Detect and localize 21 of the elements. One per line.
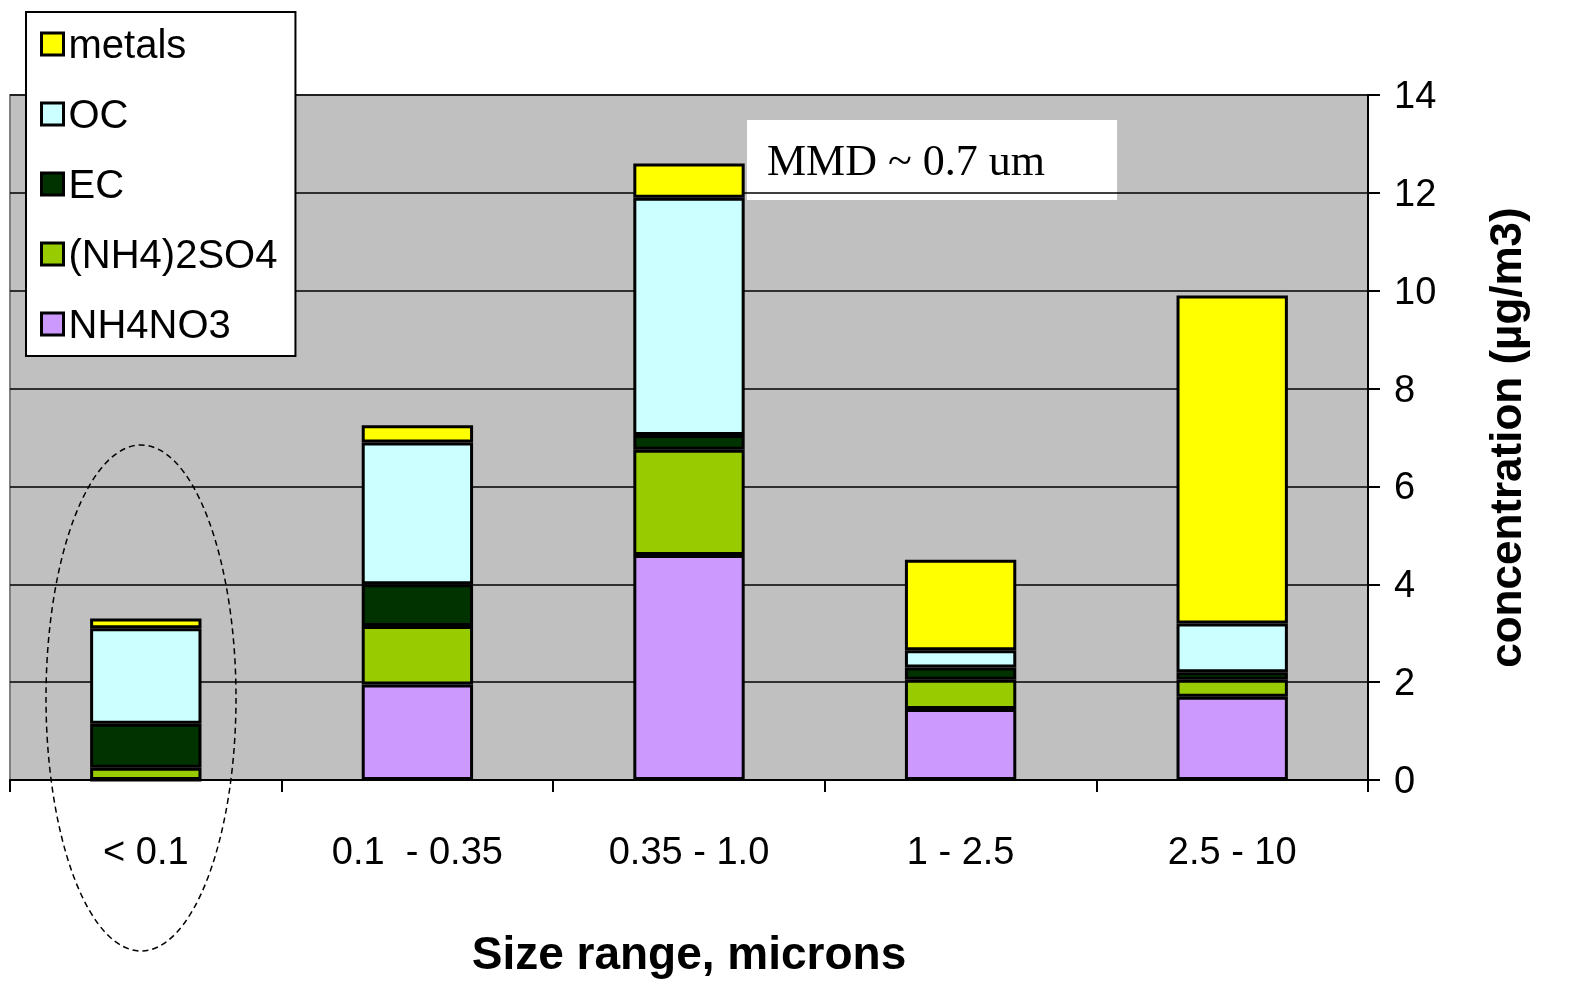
y-tick-label: 2 bbox=[1394, 661, 1416, 704]
x-axis-title: Size range, microns bbox=[471, 927, 907, 979]
y-axis-title: concentration (µg/m3) bbox=[1480, 207, 1530, 668]
legend-label: (NH4)2SO4 bbox=[68, 232, 278, 276]
y-tick-label: 14 bbox=[1394, 74, 1437, 116]
y-tick-label: 4 bbox=[1394, 563, 1416, 606]
y-tick-label: 10 bbox=[1394, 269, 1437, 312]
annotation: MMD ~ 0.7 um bbox=[767, 135, 1046, 185]
x-tick-label: 2.5 - 10 bbox=[1167, 830, 1297, 872]
x-tick-label: 0.1 - 0.35 bbox=[331, 830, 503, 872]
x-tick-label: < 0.1 bbox=[103, 830, 189, 872]
x-tick-label: 1 - 2.5 bbox=[906, 830, 1015, 872]
y-tick-label: 12 bbox=[1394, 171, 1437, 214]
legend-label: EC bbox=[68, 162, 125, 206]
legend-label: OC bbox=[68, 92, 129, 136]
legend-label: NH4NO3 bbox=[68, 302, 231, 346]
y-tick-label: 0 bbox=[1394, 759, 1416, 801]
x-tick-label: 0.35 - 1.0 bbox=[608, 830, 770, 872]
y-tick-label: 6 bbox=[1394, 465, 1416, 508]
y-tick-label: 8 bbox=[1394, 367, 1416, 410]
legend-label: metals bbox=[68, 22, 187, 66]
